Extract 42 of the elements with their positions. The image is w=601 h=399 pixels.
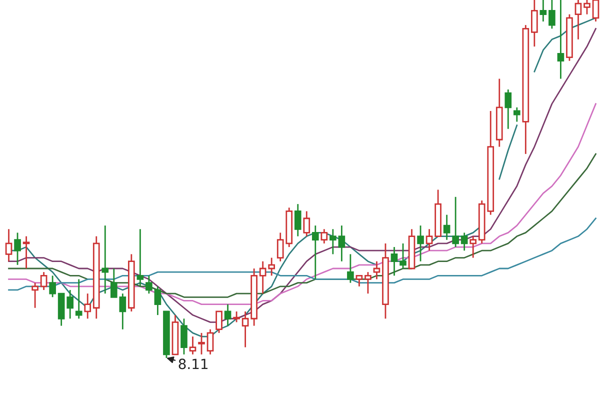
candlestick bbox=[312, 224, 319, 280]
candlestick bbox=[75, 278, 82, 320]
candlestick bbox=[531, 0, 538, 48]
candlestick bbox=[330, 228, 336, 255]
candlestick bbox=[259, 260, 266, 294]
candlestick bbox=[198, 332, 205, 356]
candlestick bbox=[66, 289, 74, 320]
candlestick bbox=[92, 236, 100, 320]
candlestick bbox=[136, 228, 144, 288]
candlestick bbox=[146, 274, 152, 294]
candlestick bbox=[224, 304, 232, 326]
candlestick bbox=[513, 106, 520, 122]
annotation: 8.11 bbox=[178, 358, 208, 370]
candlestick bbox=[390, 246, 398, 276]
candlestick bbox=[84, 292, 92, 320]
candlestick bbox=[460, 232, 468, 252]
candlestick bbox=[128, 253, 135, 312]
candlestick bbox=[242, 310, 249, 348]
candlestick bbox=[338, 224, 346, 262]
candlestick bbox=[5, 228, 12, 262]
candlestick bbox=[102, 224, 109, 294]
candlestick bbox=[154, 286, 162, 316]
candlestick bbox=[452, 196, 459, 248]
candlestick bbox=[250, 268, 258, 326]
candlestick bbox=[443, 214, 450, 241]
candlestick bbox=[268, 257, 275, 276]
candlestick bbox=[382, 242, 389, 320]
candlestick bbox=[417, 224, 424, 262]
candlestick bbox=[189, 336, 196, 356]
candlestick bbox=[496, 78, 503, 148]
candlestick bbox=[574, 0, 582, 40]
candlestick bbox=[540, 0, 547, 22]
candlestick bbox=[40, 271, 48, 291]
candlestick bbox=[303, 210, 310, 237]
candlestick bbox=[557, 0, 564, 80]
candlestick bbox=[373, 260, 380, 280]
candlestick bbox=[426, 228, 433, 252]
candlestick bbox=[347, 253, 354, 284]
candlestick bbox=[294, 203, 302, 237]
candlestick bbox=[504, 88, 512, 130]
candlestick bbox=[320, 228, 328, 244]
candlestick bbox=[522, 24, 530, 155]
